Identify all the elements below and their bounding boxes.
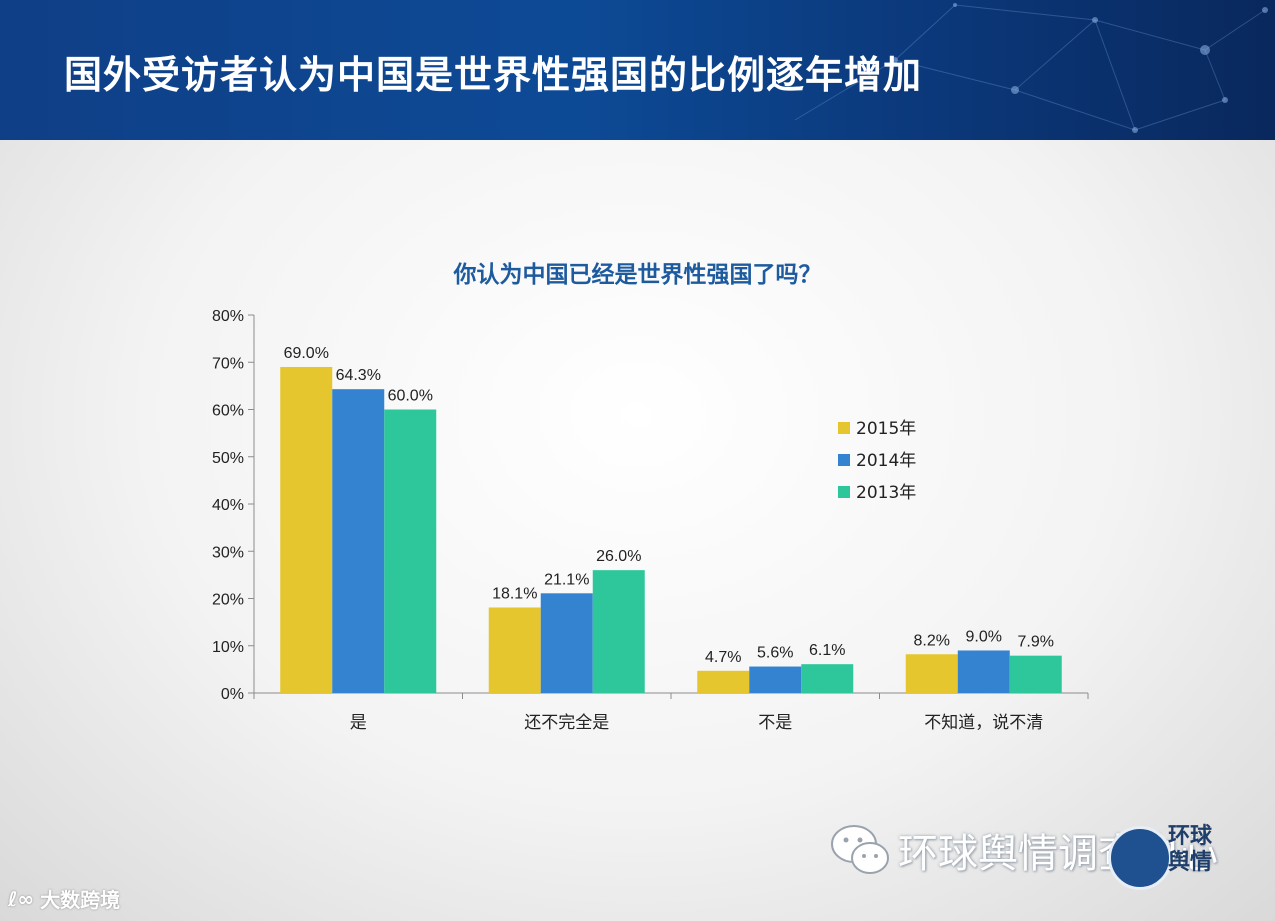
data-label: 18.1% <box>492 585 537 602</box>
bar <box>1009 655 1062 693</box>
watermark-left: ℓ∞ 大数跨境 <box>8 884 120 913</box>
bar <box>280 366 333 693</box>
legend-label: 2015年 <box>856 419 916 439</box>
x-tick-label: 还不完全是 <box>524 713 609 733</box>
legend-label: 2013年 <box>856 483 916 503</box>
title-banner: 国外受访者认为中国是世界性强国的比例逐年增加 <box>0 0 1275 140</box>
bar <box>697 670 750 693</box>
data-label: 6.1% <box>809 642 845 659</box>
y-tick-label: 70% <box>212 355 244 372</box>
y-tick-label: 60% <box>212 403 244 420</box>
data-label: 9.0% <box>966 628 1002 645</box>
bar <box>384 409 437 693</box>
legend-swatch <box>838 422 850 434</box>
y-tick-label: 30% <box>212 544 244 561</box>
legend-swatch <box>838 486 850 498</box>
data-label: 64.3% <box>336 367 381 384</box>
globe-seal-icon <box>1108 826 1172 890</box>
bar <box>592 570 645 693</box>
watermark-left-text: 大数跨境 <box>40 888 121 912</box>
bar <box>905 654 958 693</box>
x-tick-label: 不知道，说不清 <box>924 713 1043 733</box>
y-tick-label: 0% <box>221 686 244 703</box>
x-tick-label: 不是 <box>758 713 792 733</box>
y-tick-label: 40% <box>212 497 244 514</box>
y-tick-label: 80% <box>212 308 244 325</box>
legend-swatch <box>838 454 850 466</box>
data-label: 4.7% <box>705 649 741 666</box>
bar <box>540 593 593 693</box>
data-label: 69.0% <box>284 345 329 362</box>
legend-label: 2014年 <box>856 451 916 471</box>
y-tick-label: 50% <box>212 450 244 467</box>
data-label: 5.6% <box>757 645 793 662</box>
bar <box>801 664 854 693</box>
network-decoration <box>794 3 1268 133</box>
bar <box>332 389 385 693</box>
y-tick-label: 10% <box>212 639 244 656</box>
seal-text: 环球舆情 <box>1167 824 1212 875</box>
data-label: 60.0% <box>388 388 433 405</box>
data-label: 26.0% <box>596 548 641 565</box>
wechat-icon <box>828 820 892 880</box>
bar <box>749 666 802 693</box>
data-label: 8.2% <box>914 632 950 649</box>
chart-title: 你认为中国已经是世界性强国了吗？ <box>453 262 822 288</box>
y-tick-label: 20% <box>212 592 244 609</box>
x-tick-label: 是 <box>350 713 367 733</box>
data-label: 21.1% <box>544 571 589 588</box>
brand-logo-icon: ℓ∞ <box>8 886 35 911</box>
slide-title: 国外受访者认为中国是世界性强国的比例逐年增加 <box>64 53 923 97</box>
bar <box>957 650 1010 693</box>
data-label: 7.9% <box>1018 634 1054 651</box>
bar <box>488 607 541 693</box>
